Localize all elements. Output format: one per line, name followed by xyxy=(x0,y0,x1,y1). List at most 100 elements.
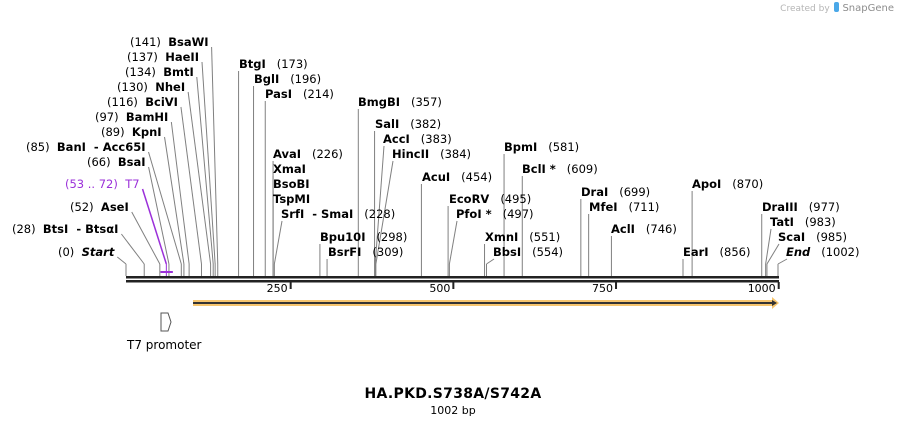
credit-brand: SnapGene xyxy=(842,3,894,14)
site-label-bmti[interactable]: (134) BmtI xyxy=(125,65,194,79)
site-label-eari[interactable]: EarI (856) xyxy=(683,245,750,259)
site-label-drai[interactable]: DraI (699) xyxy=(581,185,650,199)
site-label-sali[interactable]: SalI (382) xyxy=(375,117,441,131)
site-position: (746) xyxy=(645,222,677,236)
site-position: (554) xyxy=(532,245,564,259)
orf-arrow-tip xyxy=(772,300,777,306)
site-label-bsai[interactable]: (66) BsaI xyxy=(87,155,146,169)
site-position: (454) xyxy=(461,170,493,184)
site-position: (383) xyxy=(420,132,452,146)
site-label-bpu10i[interactable]: Bpu10I (298) xyxy=(320,230,407,244)
site-name: BciVI xyxy=(145,95,178,109)
site-connector xyxy=(180,106,202,265)
site-label-bsrfi[interactable]: BsrFI (309) xyxy=(328,245,403,259)
sequence-title: HA.PKD.S738A/S742A xyxy=(364,386,542,402)
site-name: SrfI - SmaI xyxy=(281,207,354,221)
site-connector xyxy=(187,91,212,265)
site-name: HaeII xyxy=(165,50,199,64)
site-label-tati[interactable]: TatI (983) xyxy=(770,215,836,229)
site-name: BsaI xyxy=(117,155,146,169)
site-label-bsobi[interactable]: BsoBI xyxy=(273,177,310,191)
site-position: (66) xyxy=(87,155,111,169)
site-connector xyxy=(273,220,283,265)
axis-tick-label: 750 xyxy=(592,282,614,295)
site-connector xyxy=(141,188,168,265)
site-name: BtgI xyxy=(239,57,266,71)
site-label-acci[interactable]: AccI (383) xyxy=(383,132,452,146)
site-label-start[interactable]: (0) Start xyxy=(58,245,114,259)
site-label-t7[interactable]: (53 .. 72) T7 xyxy=(65,177,140,191)
site-label-bsawi[interactable]: (141) BsaWI xyxy=(130,35,209,49)
site-label-bbsi[interactable]: BbsI (554) xyxy=(493,245,563,259)
site-name: PasI xyxy=(265,87,293,101)
site-label-xmni[interactable]: XmnI (551) xyxy=(485,230,560,244)
site-label-end[interactable]: End (1002) xyxy=(786,245,860,259)
credit-prefix: Created by xyxy=(780,4,830,14)
site-name: HincII xyxy=(392,147,430,161)
site-name: BglI xyxy=(254,72,280,86)
site-name: BclI * xyxy=(522,162,556,176)
site-name: TatI xyxy=(770,215,794,229)
site-position: (52) xyxy=(70,200,94,214)
site-connector xyxy=(486,258,495,265)
t7-promoter-label[interactable]: T7 promoter xyxy=(127,338,202,352)
site-connector xyxy=(117,256,127,265)
site-label-bpmi[interactable]: BpmI (581) xyxy=(504,140,579,154)
site-label-pfoi-[interactable]: PfoI * (497) xyxy=(456,207,534,221)
site-label-scai[interactable]: ScaI (985) xyxy=(778,230,847,244)
snapgene-credit: Created by SnapGene xyxy=(780,2,894,14)
site-label-xmai[interactable]: XmaI xyxy=(273,162,306,176)
site-label-bcivi[interactable]: (116) BciVI xyxy=(107,95,178,109)
site-name: BmgBI xyxy=(358,95,401,109)
site-label-draiii[interactable]: DraIII (977) xyxy=(762,200,840,214)
site-name: KpnI xyxy=(131,125,162,139)
site-label-acui[interactable]: AcuI (454) xyxy=(422,170,492,184)
site-position: (0) xyxy=(58,245,75,259)
axis-tick-label: 250 xyxy=(266,282,288,295)
site-label-srfi-smai[interactable]: SrfI - SmaI (228) xyxy=(281,207,395,221)
site-label-bcli-[interactable]: BclI * (609) xyxy=(522,162,598,176)
site-connector xyxy=(148,151,182,265)
site-label-pasi[interactable]: PasI (214) xyxy=(265,87,334,101)
site-label-btgi[interactable]: BtgI (173) xyxy=(239,57,308,71)
backbone-top xyxy=(126,276,779,279)
site-label-avai[interactable]: AvaI (226) xyxy=(273,147,343,161)
sequence-length: 1002 bp xyxy=(430,404,476,417)
site-position: (116) xyxy=(107,95,138,109)
site-label-ecorv[interactable]: EcoRV (495) xyxy=(449,192,531,206)
site-position: (985) xyxy=(816,230,848,244)
site-label-nhei[interactable]: (130) NheI xyxy=(117,80,185,94)
site-position: (141) xyxy=(130,35,161,49)
site-label-hincii[interactable]: HincII (384) xyxy=(392,147,471,161)
site-connector xyxy=(765,228,772,265)
t7-feature-bar[interactable] xyxy=(160,271,173,273)
site-label-kpni[interactable]: (89) KpnI xyxy=(101,125,162,139)
site-label-haeii[interactable]: (137) HaeII xyxy=(127,50,199,64)
site-connector xyxy=(148,166,170,265)
site-name: BsoBI xyxy=(273,177,310,191)
site-label-mfei[interactable]: MfeI (711) xyxy=(589,200,659,214)
site-label-btsi-bts-i[interactable]: (28) BtsI - BtsαI xyxy=(12,222,118,236)
site-name: AseI xyxy=(100,200,129,214)
site-position: (28) xyxy=(12,222,36,236)
site-label-tspmi[interactable]: TspMI xyxy=(273,192,310,206)
site-label-bmgbi[interactable]: BmgBI (357) xyxy=(358,95,442,109)
site-position: (609) xyxy=(566,162,598,176)
site-name: AclI xyxy=(611,222,635,236)
site-connector xyxy=(131,211,161,265)
site-name: PfoI * xyxy=(456,207,492,221)
site-position: (196) xyxy=(290,72,322,86)
site-position: (382) xyxy=(410,117,442,131)
site-label-bani-acc65i[interactable]: (85) BanI - Acc65I xyxy=(26,140,146,154)
t7-promoter-arrow-icon[interactable] xyxy=(160,312,172,332)
site-label-bamhi[interactable]: (97) BamHI xyxy=(95,110,168,124)
site-label-acli[interactable]: AclI (746) xyxy=(611,222,677,236)
site-connector xyxy=(374,145,385,265)
site-label-apoi[interactable]: ApoI (870) xyxy=(692,177,763,191)
site-position: (309) xyxy=(372,245,404,259)
site-position: (298) xyxy=(376,230,408,244)
site-label-bgli[interactable]: BglI (196) xyxy=(254,72,321,86)
site-label-asei[interactable]: (52) AseI xyxy=(70,200,129,214)
site-name: AvaI xyxy=(273,147,302,161)
